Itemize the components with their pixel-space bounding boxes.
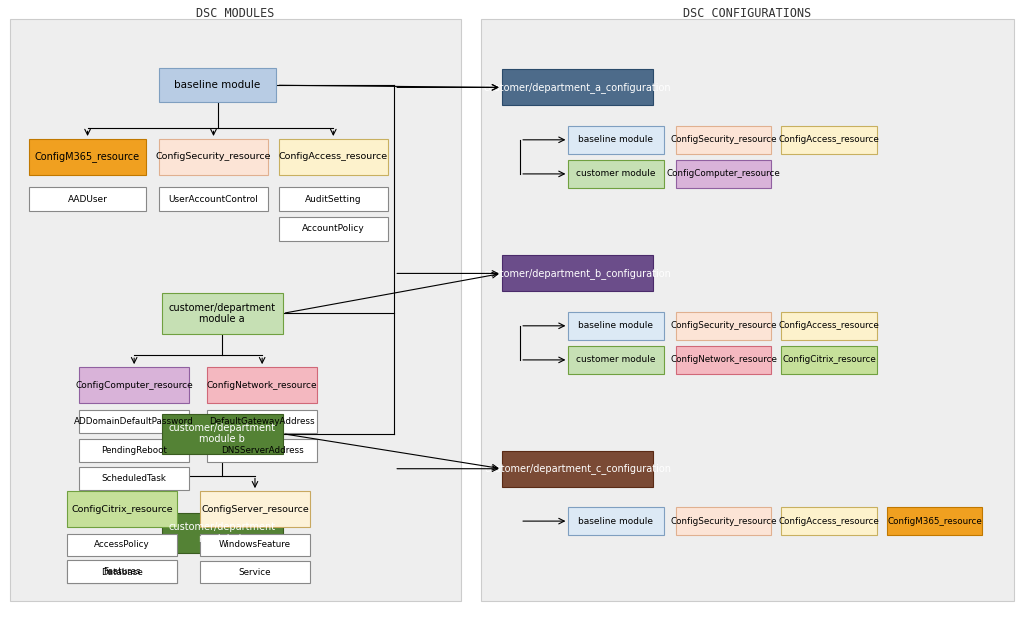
FancyBboxPatch shape [502,255,653,291]
Text: customer module: customer module [577,169,655,179]
Text: PendingReboot: PendingReboot [101,446,167,455]
Text: customer/department_b_configuration: customer/department_b_configuration [483,268,672,279]
Text: ConfigCitrix_resource: ConfigCitrix_resource [782,355,876,365]
Text: ConfigComputer_resource: ConfigComputer_resource [76,381,193,389]
Text: Features: Features [103,567,140,576]
FancyBboxPatch shape [29,139,146,175]
FancyBboxPatch shape [781,346,877,374]
FancyBboxPatch shape [568,126,664,154]
FancyBboxPatch shape [159,187,268,211]
FancyBboxPatch shape [10,19,461,601]
Text: ADDomainDefaultPassword: ADDomainDefaultPassword [75,417,194,427]
Text: baseline module: baseline module [579,321,653,330]
Text: ConfigServer_resource: ConfigServer_resource [201,505,309,513]
FancyBboxPatch shape [568,346,664,374]
Text: ConfigSecurity_resource: ConfigSecurity_resource [670,135,777,144]
FancyBboxPatch shape [676,312,771,340]
Text: DSC CONFIGURATIONS: DSC CONFIGURATIONS [683,7,812,20]
FancyBboxPatch shape [159,139,268,175]
Text: baseline module: baseline module [174,80,261,91]
Text: AuditSetting: AuditSetting [305,195,361,203]
Text: AccessPolicy: AccessPolicy [94,541,150,549]
FancyBboxPatch shape [67,534,177,556]
FancyBboxPatch shape [207,367,317,403]
Text: ConfigAccess_resource: ConfigAccess_resource [778,135,880,144]
FancyBboxPatch shape [568,312,664,340]
Text: WindowsFeature: WindowsFeature [219,541,291,549]
Text: ConfigAccess_resource: ConfigAccess_resource [778,321,880,330]
Text: ConfigAccess_resource: ConfigAccess_resource [279,153,388,161]
Text: ConfigNetwork_resource: ConfigNetwork_resource [207,381,317,389]
FancyBboxPatch shape [676,507,771,535]
FancyBboxPatch shape [676,126,771,154]
Text: customer module: customer module [577,355,655,365]
FancyBboxPatch shape [781,126,877,154]
FancyBboxPatch shape [676,346,771,374]
FancyBboxPatch shape [781,507,877,535]
FancyBboxPatch shape [279,217,388,241]
FancyBboxPatch shape [162,293,283,334]
FancyBboxPatch shape [79,439,189,462]
Text: Service: Service [239,568,271,577]
FancyBboxPatch shape [279,187,388,211]
Text: ConfigSecurity_resource: ConfigSecurity_resource [670,516,777,526]
Text: AccountPolicy: AccountPolicy [302,224,365,233]
FancyBboxPatch shape [79,467,189,490]
FancyBboxPatch shape [207,439,317,462]
FancyBboxPatch shape [481,19,1014,601]
Text: customer/department
module b: customer/department module b [169,423,275,445]
Text: customer/department
module b: customer/department module b [169,522,275,544]
FancyBboxPatch shape [568,160,664,188]
Text: baseline module: baseline module [579,135,653,144]
FancyBboxPatch shape [502,451,653,487]
Text: ConfigSecurity_resource: ConfigSecurity_resource [156,153,271,161]
FancyBboxPatch shape [200,534,310,556]
Text: ScheduledTask: ScheduledTask [101,474,167,484]
Text: customer/department
module a: customer/department module a [169,303,275,324]
FancyBboxPatch shape [279,139,388,175]
Text: ConfigCitrix_resource: ConfigCitrix_resource [71,505,173,513]
FancyBboxPatch shape [29,187,146,211]
Text: ConfigM365_resource: ConfigM365_resource [887,516,982,526]
FancyBboxPatch shape [159,68,276,102]
Text: baseline module: baseline module [579,516,653,526]
Text: ConfigM365_resource: ConfigM365_resource [35,151,140,162]
FancyBboxPatch shape [887,507,982,535]
Text: customer/department_c_configuration: customer/department_c_configuration [484,463,671,474]
FancyBboxPatch shape [67,561,177,583]
FancyBboxPatch shape [200,491,310,527]
FancyBboxPatch shape [568,507,664,535]
Text: ConfigNetwork_resource: ConfigNetwork_resource [670,355,777,365]
FancyBboxPatch shape [79,410,189,433]
FancyBboxPatch shape [200,561,310,583]
Text: DSC MODULES: DSC MODULES [197,7,274,20]
FancyBboxPatch shape [676,160,771,188]
Text: Database: Database [101,568,142,577]
FancyBboxPatch shape [162,513,283,553]
FancyBboxPatch shape [79,367,189,403]
Text: ConfigComputer_resource: ConfigComputer_resource [667,169,780,179]
Text: DefaultGatewayAddress: DefaultGatewayAddress [209,417,315,427]
FancyBboxPatch shape [67,491,177,527]
Text: customer/department_a_configuration: customer/department_a_configuration [483,82,672,93]
FancyBboxPatch shape [207,410,317,433]
Text: AADUser: AADUser [68,195,108,203]
FancyBboxPatch shape [781,312,877,340]
Text: UserAccountControl: UserAccountControl [169,195,258,203]
FancyBboxPatch shape [67,560,177,583]
FancyBboxPatch shape [502,69,653,105]
FancyBboxPatch shape [162,414,283,454]
Text: ConfigAccess_resource: ConfigAccess_resource [778,516,880,526]
Text: DNSServerAddress: DNSServerAddress [221,446,303,455]
Text: ConfigSecurity_resource: ConfigSecurity_resource [670,321,777,330]
